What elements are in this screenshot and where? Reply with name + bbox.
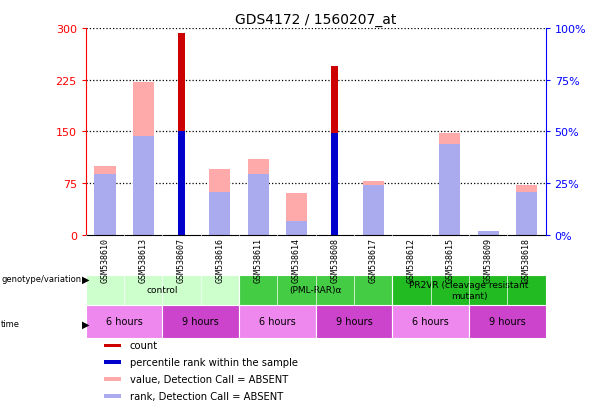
Bar [104,377,121,381]
Text: 6 hours: 6 hours [106,316,142,326]
Text: 6 hours: 6 hours [259,316,295,326]
Text: ▶: ▶ [82,319,89,329]
Bar [104,361,121,364]
Text: GSM538615: GSM538615 [445,237,454,282]
Bar [286,194,307,235]
Bar [94,175,115,235]
Text: control: control [147,286,178,295]
Bar [248,175,268,235]
Bar [440,144,460,235]
Text: 9 hours: 9 hours [336,316,372,326]
Text: genotype/variation: genotype/variation [1,274,82,283]
Bar [286,221,307,235]
Bar [162,305,239,338]
Text: ▶: ▶ [82,274,89,284]
Bar [516,185,537,235]
Bar [392,305,469,338]
Bar [363,185,384,235]
Text: GSM538610: GSM538610 [101,237,110,282]
Bar [86,275,239,305]
Text: GSM538616: GSM538616 [215,237,224,282]
Bar [478,232,498,235]
Bar [239,305,316,338]
Bar [104,344,121,347]
Bar [86,305,162,338]
Bar [392,275,546,305]
Bar [210,170,230,235]
Bar [332,133,338,235]
Text: rank, Detection Call = ABSENT: rank, Detection Call = ABSENT [130,391,283,401]
Bar [239,275,392,305]
Text: 6 hours: 6 hours [413,316,449,326]
Bar [248,159,268,235]
Text: GSM538612: GSM538612 [407,237,416,282]
Bar [178,34,185,235]
Bar [133,137,154,235]
Text: PR2VR (cleavage resistant
mutant): PR2VR (cleavage resistant mutant) [409,280,528,300]
Bar [516,192,537,235]
Text: GSM538607: GSM538607 [177,237,186,282]
Title: GDS4172 / 1560207_at: GDS4172 / 1560207_at [235,12,397,26]
Text: GSM538609: GSM538609 [484,237,493,282]
Bar [316,305,392,338]
Text: value, Detection Call = ABSENT: value, Detection Call = ABSENT [130,374,288,385]
Text: percentile rank within the sample: percentile rank within the sample [130,358,298,368]
Text: GSM538613: GSM538613 [139,237,148,282]
Text: 9 hours: 9 hours [489,316,525,326]
Text: (PML-RAR)α: (PML-RAR)α [289,286,342,295]
Bar [133,83,154,235]
Bar [104,394,121,398]
Text: GSM538611: GSM538611 [254,237,263,282]
Text: GSM538614: GSM538614 [292,237,301,282]
Bar [94,166,115,235]
Bar [178,132,185,235]
Text: GSM538608: GSM538608 [330,237,340,282]
Bar [440,133,460,235]
Bar [469,305,546,338]
Text: 9 hours: 9 hours [183,316,219,326]
Bar [210,192,230,235]
Text: GSM538617: GSM538617 [368,237,378,282]
Bar [332,66,338,235]
Bar [363,181,384,235]
Text: time: time [1,320,20,329]
Text: GSM538618: GSM538618 [522,237,531,282]
Text: count: count [130,341,158,351]
